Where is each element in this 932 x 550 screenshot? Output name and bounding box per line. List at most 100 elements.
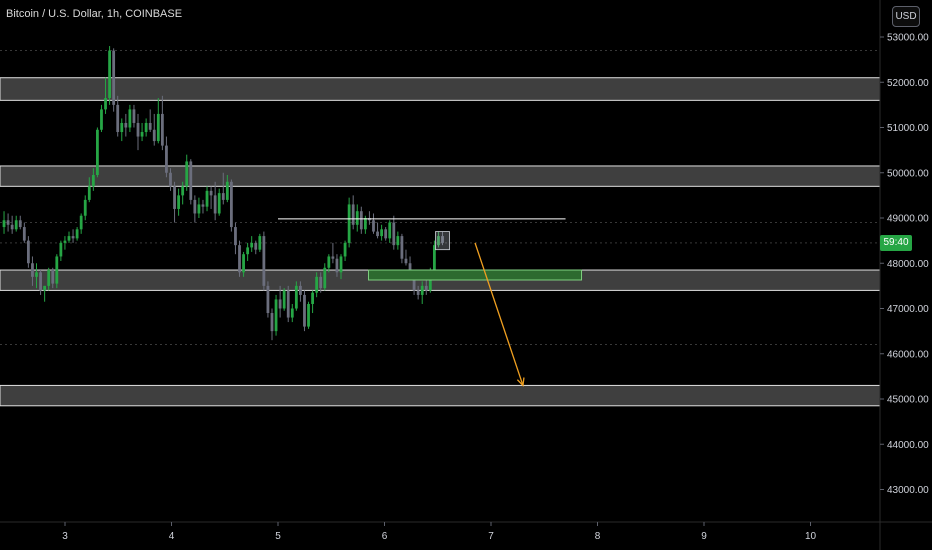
candle-body bbox=[31, 263, 34, 277]
candle-body bbox=[63, 240, 67, 243]
candle bbox=[242, 251, 245, 277]
candle bbox=[290, 303, 294, 323]
highlight-box[interactable] bbox=[435, 231, 450, 251]
candle bbox=[323, 263, 327, 291]
candle-body bbox=[108, 50, 111, 99]
candle bbox=[238, 240, 241, 277]
candle bbox=[140, 122, 144, 142]
candle bbox=[120, 118, 124, 142]
candle-body bbox=[185, 161, 189, 187]
candle-body bbox=[39, 272, 42, 291]
candle bbox=[384, 227, 388, 241]
candle bbox=[396, 231, 400, 250]
candle-body bbox=[351, 204, 355, 225]
candle-body bbox=[152, 129, 156, 142]
candle-body bbox=[132, 109, 136, 123]
projection-arrow[interactable] bbox=[474, 242, 524, 386]
candle-body bbox=[144, 122, 148, 133]
candle-body bbox=[201, 204, 205, 207]
candle-body bbox=[432, 245, 436, 271]
candle bbox=[63, 236, 67, 250]
candle bbox=[185, 154, 189, 191]
candle-body bbox=[47, 270, 51, 286]
candle-body bbox=[177, 195, 181, 209]
candle bbox=[437, 231, 440, 248]
candle-body bbox=[363, 218, 367, 230]
candle-body bbox=[100, 109, 103, 130]
zone-resistance-1[interactable] bbox=[0, 165, 881, 187]
candles-layer bbox=[2, 46, 444, 341]
candle bbox=[177, 188, 181, 216]
candle-body bbox=[290, 308, 294, 318]
candle-body bbox=[343, 242, 347, 257]
candle bbox=[144, 118, 148, 137]
candle bbox=[47, 267, 51, 291]
candle bbox=[355, 204, 359, 232]
candle bbox=[262, 231, 266, 291]
candle bbox=[22, 222, 26, 243]
x-tick-label: 3 bbox=[62, 531, 68, 542]
candle-body bbox=[35, 272, 38, 277]
candle-body bbox=[55, 256, 59, 284]
candle bbox=[217, 188, 221, 216]
candle-body bbox=[437, 236, 440, 246]
candle-body bbox=[303, 294, 306, 327]
candle bbox=[347, 197, 351, 248]
symbol-title: Bitcoin / U.S. Dollar, 1h, COINBASE bbox=[6, 8, 183, 20]
price-axis[interactable]: 53000.00 52000.00 51000.00 50000.00 49000.00… bbox=[880, 33, 929, 497]
candle bbox=[311, 290, 314, 314]
candle-body bbox=[335, 258, 339, 273]
grid-layer bbox=[0, 50, 880, 346]
candle-body bbox=[165, 145, 168, 173]
target-zone[interactable] bbox=[368, 269, 583, 281]
candle-body bbox=[75, 229, 79, 239]
candle bbox=[51, 267, 55, 289]
candle-body bbox=[51, 270, 55, 284]
candle-body bbox=[311, 292, 314, 304]
currency-button[interactable]: USD bbox=[892, 6, 920, 27]
candle bbox=[136, 113, 140, 151]
candle-body bbox=[388, 222, 392, 239]
candle bbox=[319, 272, 323, 293]
candle bbox=[132, 104, 136, 128]
candle bbox=[254, 240, 258, 255]
candle-body bbox=[18, 220, 22, 228]
candle bbox=[6, 213, 10, 232]
candle bbox=[152, 113, 156, 146]
candle-body bbox=[124, 122, 128, 128]
candle-body bbox=[229, 181, 233, 228]
candle bbox=[221, 172, 225, 205]
candle bbox=[173, 181, 176, 223]
y-tick-label: 43000.00 bbox=[887, 485, 929, 496]
candle bbox=[343, 240, 347, 261]
candle-body bbox=[221, 193, 225, 200]
candle-body bbox=[384, 229, 388, 239]
candle bbox=[43, 285, 47, 302]
candle-body bbox=[270, 313, 274, 332]
candle-body bbox=[22, 227, 26, 241]
candle-body bbox=[6, 220, 10, 225]
candle bbox=[2, 211, 6, 234]
candle-body bbox=[278, 299, 282, 309]
countdown-price-tag: 59:40 bbox=[880, 235, 912, 251]
candle bbox=[83, 195, 87, 221]
candle bbox=[104, 77, 107, 114]
drawings-layer[interactable] bbox=[278, 218, 583, 387]
zone-resistance-0[interactable] bbox=[0, 77, 881, 101]
candle bbox=[404, 249, 408, 266]
time-axis[interactable]: 3 4 5 6 7 8 9 10 bbox=[62, 522, 816, 542]
candle bbox=[160, 95, 164, 151]
y-tick-label: 46000.00 bbox=[887, 349, 929, 360]
candle-body bbox=[299, 285, 302, 295]
zone-support-3[interactable] bbox=[0, 384, 881, 407]
candle bbox=[286, 285, 290, 323]
candle-body bbox=[120, 122, 124, 133]
candle bbox=[71, 229, 75, 243]
y-tick-label: 52000.00 bbox=[887, 78, 929, 89]
candle-body bbox=[327, 256, 331, 268]
candle bbox=[307, 301, 310, 329]
candle bbox=[400, 233, 404, 264]
candle-body bbox=[359, 211, 363, 230]
y-tick-label: 49000.00 bbox=[887, 214, 929, 225]
